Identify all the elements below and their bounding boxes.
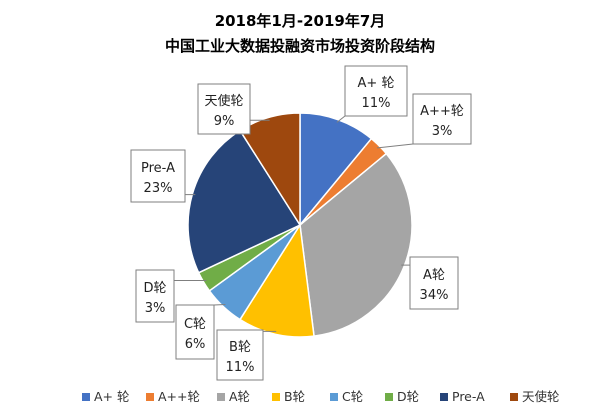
callout-box-5 <box>175 304 215 360</box>
callout-value-label: 34% <box>420 288 449 303</box>
callout-leader-lines <box>174 115 414 332</box>
legend: A+ 轮 A++轮 A轮 B轮 C轮 D轮 Pre-A 天使轮 <box>82 389 560 404</box>
callout-category-label: B轮 <box>229 340 251 355</box>
legend-swatch-4 <box>272 393 280 401</box>
callout-category-label: A+ 轮 <box>358 76 395 91</box>
callout-value-label: 3% <box>145 301 166 316</box>
chart-title-line-1: 2018年1月-2019年7月 <box>215 12 386 30</box>
callout-category-label: A++轮 <box>420 104 464 119</box>
leader-line-2 <box>377 143 414 149</box>
pie-slices <box>187 112 413 338</box>
legend-swatch-6 <box>385 393 393 401</box>
callout-value-label: 6% <box>185 337 206 352</box>
callout-box-8 <box>197 83 251 135</box>
callout-category-label: 天使轮 <box>204 93 243 109</box>
callout-category-label: C轮 <box>184 317 206 332</box>
callout-category-label: D轮 <box>143 281 166 296</box>
legend-swatch-8 <box>510 393 518 401</box>
pie-slice-3 <box>299 152 413 337</box>
callout-value-label: 11% <box>226 360 255 375</box>
legend-swatch-7 <box>440 393 448 401</box>
callout-box-7 <box>130 149 186 203</box>
legend-label-7: Pre-A <box>452 389 485 404</box>
callout-box-1 <box>344 65 408 117</box>
legend-label-2: A++轮 <box>158 389 200 404</box>
data-callouts: A+ 轮 11% A++轮 3% A轮 34% B轮 11% C轮 6% D轮 3% Pre-A 23% 天… <box>130 65 472 381</box>
legend-swatch-3 <box>217 393 225 401</box>
legend-label-1: A+ 轮 <box>94 389 130 404</box>
leader-line-1 <box>336 115 346 123</box>
legend-swatch-5 <box>330 393 338 401</box>
callout-box-2 <box>412 93 472 145</box>
legend-swatch-2 <box>146 393 154 401</box>
pie-slice-4 <box>238 222 315 338</box>
callout-box-6 <box>135 269 175 323</box>
legend-label-4: B轮 <box>284 389 305 404</box>
callout-value-label: 23% <box>144 181 173 196</box>
leader-line-5 <box>213 304 226 306</box>
callout-value-label: 3% <box>432 124 453 139</box>
legend-swatch-1 <box>82 393 90 401</box>
callout-category-label: Pre-A <box>141 161 175 176</box>
legend-label-3: A轮 <box>229 389 250 404</box>
pie-slice-7 <box>187 129 302 274</box>
chart-title-line-2: 中国工业大数据投融资市场投资阶段结构 <box>165 37 435 55</box>
legend-label-8: 天使轮 <box>522 389 560 404</box>
callout-box-4 <box>216 329 264 381</box>
legend-label-6: D轮 <box>397 389 419 404</box>
callout-box-3 <box>409 256 459 310</box>
pie-slice-1 <box>299 112 373 228</box>
callout-value-label: 11% <box>362 96 391 111</box>
callout-value-label: 9% <box>214 114 235 129</box>
callout-category-label: A轮 <box>423 268 445 283</box>
legend-label-5: C轮 <box>342 389 363 404</box>
